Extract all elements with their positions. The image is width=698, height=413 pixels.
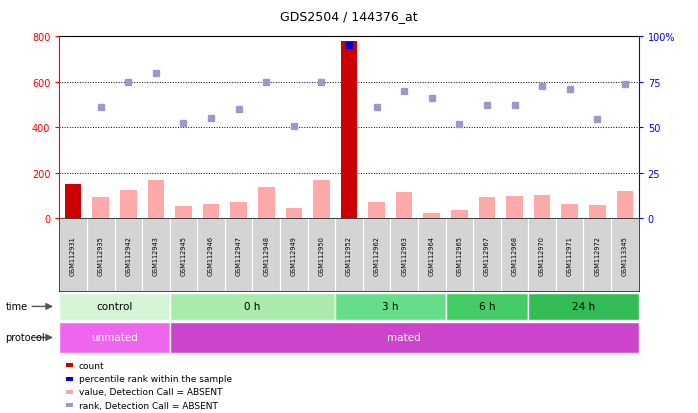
Text: GSM112968: GSM112968 [512,235,517,275]
Text: GSM112931: GSM112931 [70,235,76,275]
Text: GSM112967: GSM112967 [484,235,490,275]
Bar [451,211,468,219]
Bar [528,293,639,320]
Bar [120,190,137,219]
Bar [396,193,413,219]
Text: GSM112942: GSM112942 [126,235,131,275]
Bar [59,322,170,353]
Bar [147,180,164,219]
Text: GSM112964: GSM112964 [429,235,435,275]
Bar [424,213,440,219]
Text: mated: mated [387,332,421,343]
Text: GSM112972: GSM112972 [594,235,600,275]
Bar [616,192,633,219]
Bar [203,204,219,219]
Text: GSM112952: GSM112952 [346,235,352,275]
Text: GSM113345: GSM113345 [622,235,628,275]
Bar [258,187,274,219]
Text: GSM112949: GSM112949 [291,235,297,275]
Text: control: control [96,301,133,312]
Text: protocol: protocol [6,332,45,343]
Text: GSM112946: GSM112946 [208,235,214,275]
Bar [369,203,385,219]
Bar [170,293,335,320]
Text: GSM112971: GSM112971 [567,235,572,275]
Text: GSM112970: GSM112970 [539,235,545,275]
Text: 6 h: 6 h [479,301,495,312]
Bar [341,42,357,219]
Bar [561,204,578,219]
Text: GSM112943: GSM112943 [153,235,159,275]
Text: GSM112962: GSM112962 [373,235,380,275]
Bar [479,197,495,219]
Bar [230,203,247,219]
Bar [534,195,551,219]
Bar [589,205,606,219]
Bar [170,322,639,353]
Text: unmated: unmated [91,332,138,343]
Bar [335,293,445,320]
Text: GSM112963: GSM112963 [401,235,407,275]
Text: GSM112950: GSM112950 [318,235,325,275]
Bar [506,196,523,219]
Text: count: count [79,361,105,370]
Text: percentile rank within the sample: percentile rank within the sample [79,374,232,383]
Text: GSM112935: GSM112935 [98,235,104,275]
Bar [445,293,528,320]
Text: time: time [6,301,28,312]
Text: 3 h: 3 h [382,301,399,312]
Bar [175,206,192,219]
Bar [313,180,329,219]
Text: GSM112947: GSM112947 [236,235,242,275]
Bar [285,209,302,219]
Text: 0 h: 0 h [244,301,260,312]
Text: GDS2504 / 144376_at: GDS2504 / 144376_at [280,10,418,23]
Text: rank, Detection Call = ABSENT: rank, Detection Call = ABSENT [79,401,218,410]
Bar [59,293,170,320]
Text: GSM112945: GSM112945 [181,235,186,275]
Text: GSM112948: GSM112948 [263,235,269,275]
Text: GSM112965: GSM112965 [456,235,462,275]
Bar [65,185,82,219]
Bar [92,197,109,219]
Text: 24 h: 24 h [572,301,595,312]
Text: value, Detection Call = ABSENT: value, Detection Call = ABSENT [79,387,223,396]
